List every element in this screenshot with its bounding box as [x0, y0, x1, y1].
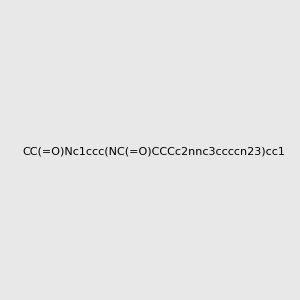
Text: CC(=O)Nc1ccc(NC(=O)CCCc2nnc3ccccn23)cc1: CC(=O)Nc1ccc(NC(=O)CCCc2nnc3ccccn23)cc1: [22, 146, 285, 157]
